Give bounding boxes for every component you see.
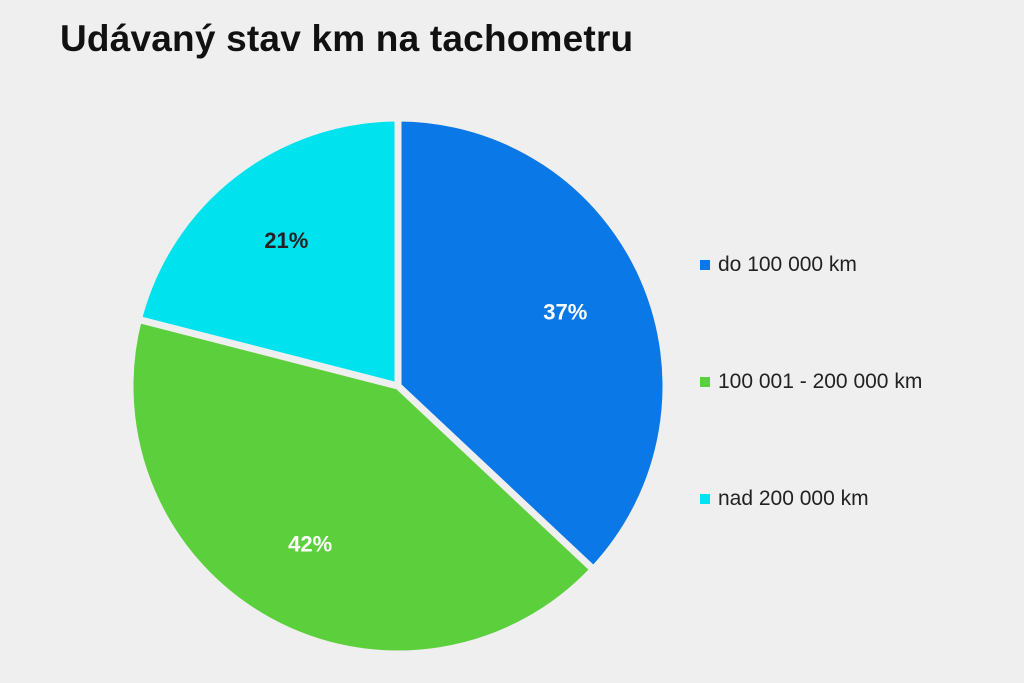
slice-label-1: 37% [543,299,587,324]
legend-label-1: do 100 000 km [718,253,857,276]
pie-slice-2 [126,315,599,658]
legend-label-3: nad 200 000 km [718,487,869,510]
legend-swatch-3 [700,494,710,504]
chart-title: Udávaný stav km na tachometru [60,18,634,59]
pie-slice-1 [394,114,670,575]
slice-labels: 37% 42% 21% [264,228,587,557]
pie-slice-3 [134,114,402,391]
legend-label-2: 100 001 - 200 000 km [718,370,923,393]
legend-item-1: do 100 000 km [700,253,857,277]
legend-item-3: nad 200 000 km [700,487,869,511]
pie-slices [126,114,670,658]
slice-label-2: 42% [288,532,332,557]
slice-label-3: 21% [264,228,308,253]
legend-swatch-2 [700,377,710,387]
legend-item-2: 100 001 - 200 000 km [700,370,922,394]
legend-swatch-1 [700,260,710,270]
